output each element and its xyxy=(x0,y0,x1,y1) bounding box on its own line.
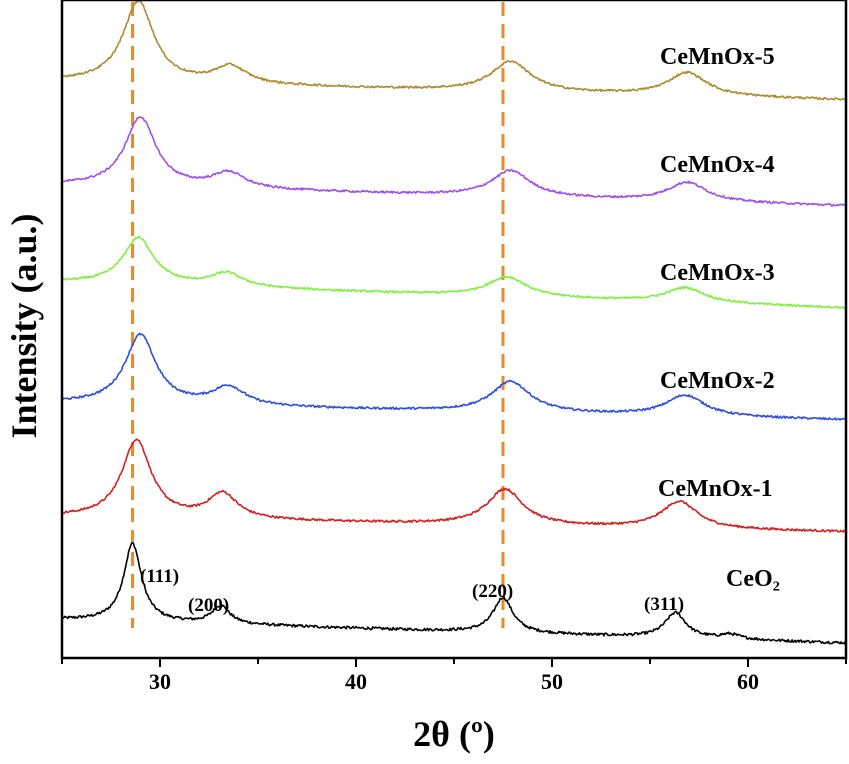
series-label-cemnox-1: CeMnOx-1 xyxy=(658,476,773,502)
axes xyxy=(60,0,848,660)
peak-label-111: (111) xyxy=(140,566,179,587)
x-tick-label-30: 30 xyxy=(149,669,171,694)
series-label-cemnox-4: CeMnOx-4 xyxy=(660,152,775,178)
peak-label-220: (220) xyxy=(472,581,513,602)
series-label-cemnox-3: CeMnOx-3 xyxy=(660,260,775,286)
series-line-ceo xyxy=(61,542,847,645)
series-label-cemnox-2: CeMnOx-2 xyxy=(660,368,775,394)
series-line-cemnox2 xyxy=(61,332,847,421)
y-axis-title: Intensity (a.u.) xyxy=(4,213,44,438)
series-label-cemnox-5: CeMnOx-5 xyxy=(660,44,775,70)
peak-label-200: (200) xyxy=(188,595,229,616)
series-layer xyxy=(61,0,847,645)
x-tick-label-40: 40 xyxy=(345,669,367,694)
reference-lines xyxy=(131,2,505,628)
peak-labels: (111) (200) (220) (311) xyxy=(140,566,684,616)
plot-frame xyxy=(60,0,848,660)
series-line-cemnox3 xyxy=(62,235,847,310)
series-labels: CeMnOx-5 CeMnOx-4 CeMnOx-3 CeMnOx-2 CeMn… xyxy=(658,44,780,592)
x-tick-label-50: 50 xyxy=(541,669,563,694)
x-ticks: 30 40 50 60 xyxy=(61,658,847,694)
x-axis-title: 2θ (º) xyxy=(413,714,495,754)
series-line-cemnox5 xyxy=(61,0,847,101)
series-line-cemnox4 xyxy=(61,116,847,207)
series-label-ceo2: CeO₂ xyxy=(726,566,780,592)
series-line-cemnox1 xyxy=(61,438,847,533)
x-tick-label-60: 60 xyxy=(737,669,759,694)
peak-label-311: (311) xyxy=(644,594,684,615)
